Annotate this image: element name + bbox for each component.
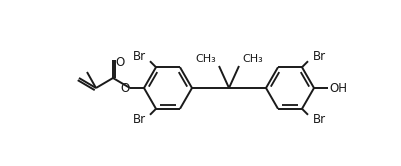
Text: CH₃: CH₃: [195, 54, 215, 64]
Text: O: O: [115, 55, 124, 69]
Text: Br: Br: [312, 113, 325, 126]
Text: CH₃: CH₃: [241, 54, 262, 64]
Text: Br: Br: [312, 50, 325, 63]
Text: OH: OH: [328, 82, 346, 94]
Text: Br: Br: [132, 50, 145, 63]
Text: Br: Br: [132, 113, 145, 126]
Text: O: O: [120, 82, 129, 94]
